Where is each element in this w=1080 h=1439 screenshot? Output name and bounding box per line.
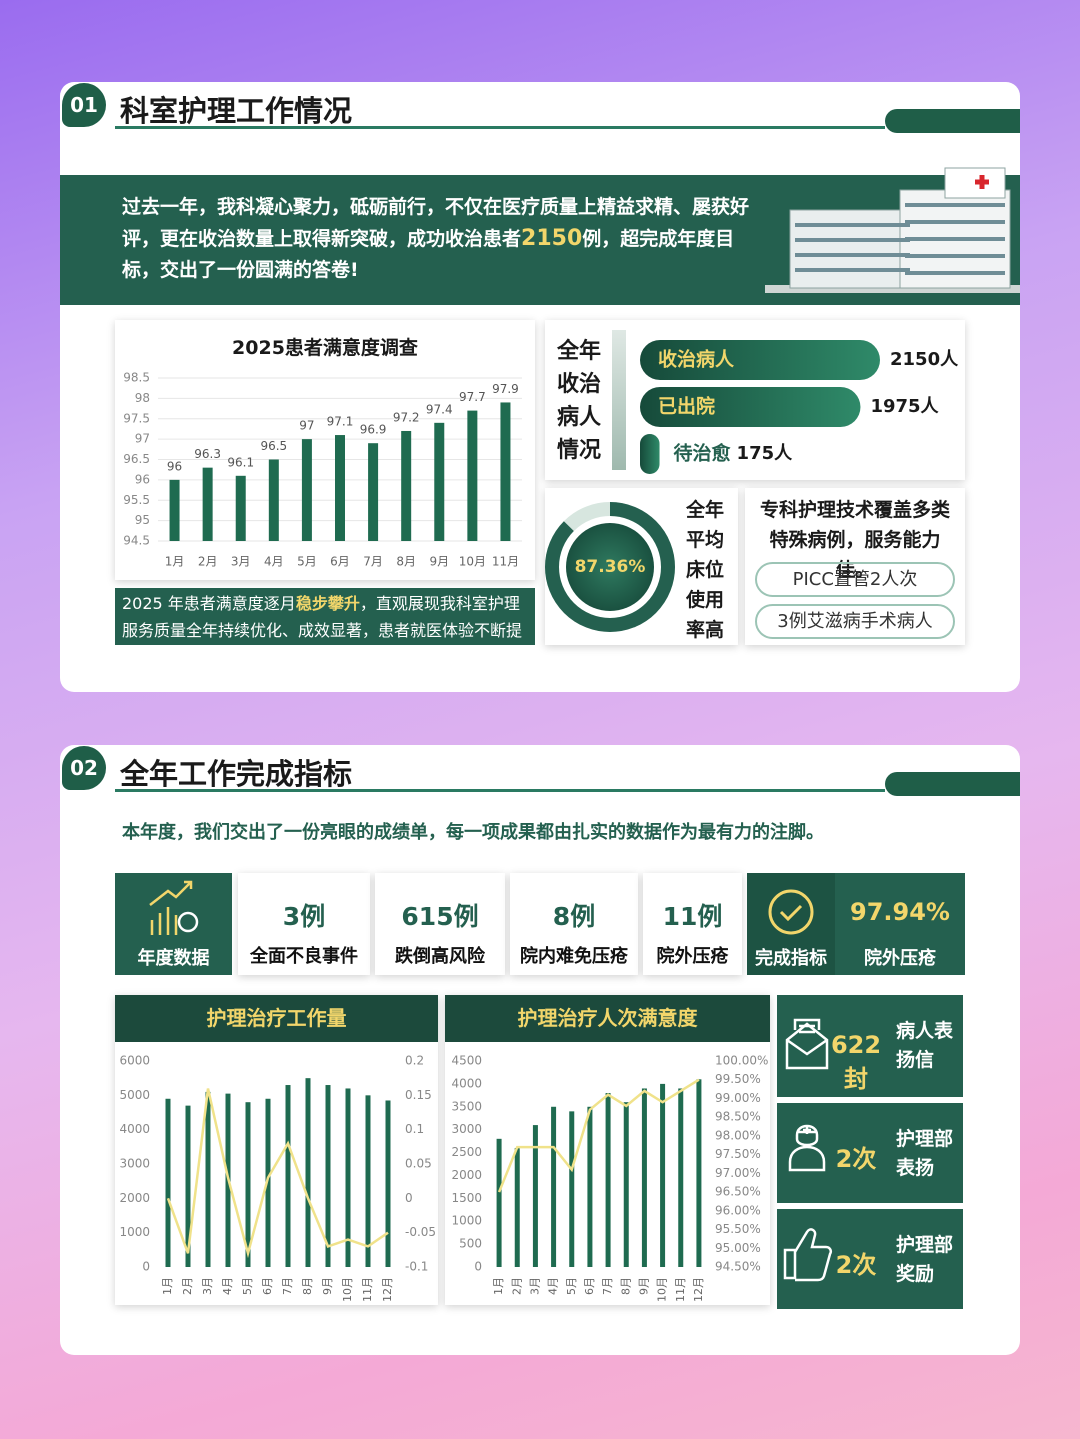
title-rule xyxy=(115,789,885,792)
award-value: 2次 xyxy=(835,1251,877,1279)
stat-label: 跌倒高风险 xyxy=(395,946,485,967)
stat-label: 院外压疮 xyxy=(656,946,729,967)
chart-title: 护理治疗人次满意度 xyxy=(445,995,770,1042)
chart-box xyxy=(115,320,535,580)
specialty-pill: 3例艾滋病手术病人 xyxy=(755,604,955,639)
award-value: 622封 xyxy=(830,1031,882,1093)
stat-box xyxy=(375,873,505,975)
annual-label: 年度数据 xyxy=(137,948,210,969)
admissions-box xyxy=(545,320,965,480)
specialty-text: 专科护理技术覆盖多类特殊病例，服务能力佳。 xyxy=(759,499,950,581)
stat-value: 11例 xyxy=(662,902,723,931)
stat-box xyxy=(643,873,742,975)
caption-part: ，直观展现我科室护理服务质量全年持续优化、成效显著，患者就医体验不断提升。 xyxy=(122,594,523,667)
chart-title: 护理治疗工作量 xyxy=(115,995,438,1042)
admissions-title: 全年收治病人情况 xyxy=(557,339,602,463)
specialty-box xyxy=(745,488,965,645)
section-badge: 02 xyxy=(62,746,106,790)
summary: 本年度，我们交出了一份亮眼的成绩单，每一项成果都由扎实的数据作为最有力的注脚。 xyxy=(122,822,824,843)
title-pill xyxy=(885,109,1020,133)
completion-item: 院外压疮 xyxy=(864,948,936,969)
intro-text: 过去一年，我科凝心聚力，砥砺前行，不仅在医疗质量上精益求精、屡获好评，更在收治数… xyxy=(122,192,762,286)
specialty-pill: PICC置管2人次 xyxy=(755,562,955,597)
section-title: 全年工作完成指标 xyxy=(120,757,353,791)
completion-value: 97.94% xyxy=(850,898,950,926)
caption-highlight: 稳步攀升 xyxy=(295,594,360,613)
stat-value: 615例 xyxy=(401,902,479,931)
section-badge: 01 xyxy=(62,83,106,127)
chart-title: 2025患者满意度调查 xyxy=(232,337,418,359)
title-pill xyxy=(885,772,1020,796)
stat-box xyxy=(238,873,370,975)
caption-part: 2025 年患者满意度逐月 xyxy=(122,594,296,613)
intro-part: 例，超完成年度目标，交出了一份圆满的答卷! xyxy=(122,228,735,281)
stat-box xyxy=(510,873,638,975)
award-label: 护理部奖励 xyxy=(896,1234,954,1285)
stat-label: 全面不良事件 xyxy=(250,946,358,967)
stat-value: 3例 xyxy=(282,902,326,931)
section-title: 科室护理工作情况 xyxy=(120,94,353,128)
bed-text: 全年平均床位使用率高 xyxy=(686,499,725,641)
stat-value: 8例 xyxy=(552,902,596,931)
award-value: 2次 xyxy=(835,1145,877,1173)
award-label: 护理部表扬 xyxy=(896,1128,954,1179)
intro-part: 过去一年，我科凝心聚力，砥砺前行，不仅在医疗质量上精益求精、屡获好评，更在收治数… xyxy=(122,196,750,250)
title-rule xyxy=(115,126,885,129)
award-label: 病人表扬信 xyxy=(896,1020,954,1071)
stat-label: 院内难免压疮 xyxy=(520,946,628,967)
divider xyxy=(612,330,626,470)
chart-caption: 2025 年患者满意度逐月稳步攀升，直观展现我科室护理服务质量全年持续优化、成效… xyxy=(115,588,535,667)
intro-highlight: 2150 xyxy=(521,226,583,251)
completion-label: 完成指标 xyxy=(755,948,827,969)
